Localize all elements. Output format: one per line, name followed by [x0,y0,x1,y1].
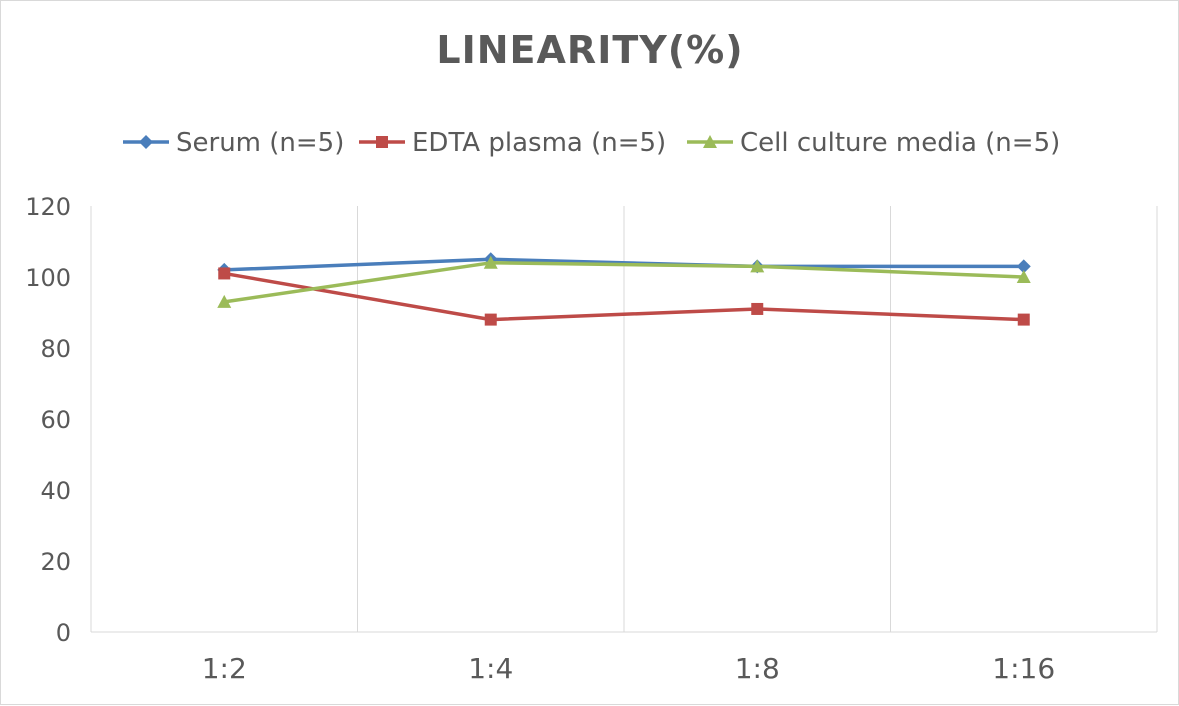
legend-marker [376,136,388,148]
y-tick-label: 80 [40,335,71,363]
y-tick-label: 120 [25,193,71,221]
gridlines [357,206,1158,632]
legend-marker [139,135,153,149]
data-point [484,313,497,326]
y-tick-label: 60 [40,406,71,434]
y-tick-label: 40 [40,477,71,505]
legend-marker [703,135,717,148]
data-point [1017,313,1030,326]
series-line [224,257,1024,272]
chart-title: LINEARITY(%) [436,28,743,72]
data-point [483,255,498,269]
y-tick-label: 20 [40,548,71,576]
x-tick-label: 1:4 [468,652,513,685]
series-line [223,261,1024,304]
data-point [751,302,764,315]
series-1 [218,267,1030,326]
x-tick-label: 1:16 [992,652,1055,685]
data-point [750,259,765,273]
legend-label: Cell culture media (n=5) [740,128,1060,158]
y-tick-label: 100 [25,264,71,292]
series-2 [217,255,1031,308]
legend-label: Serum (n=5) [176,128,344,158]
x-tick-label: 1:2 [202,652,247,685]
legend-label: EDTA plasma (n=5) [412,128,666,158]
data-point [217,294,232,308]
legend-item: Cell culture media (n=5) [687,128,1060,158]
legend-item: Serum (n=5) [123,128,344,158]
series-layer [217,252,1031,326]
legend-item: EDTA plasma (n=5) [359,128,666,158]
legend: Serum (n=5) EDTA plasma (n=5) Cell culture… [123,128,1060,158]
data-point [1016,259,1031,274]
data-point [218,267,231,280]
axes: 0 20 40 60 80 100 120 1:2 1:4 1:8 1:16 [25,193,1157,685]
y-tick-label: 0 [56,619,71,647]
data-point [1016,270,1031,283]
series-line [223,271,1024,322]
x-tick-label: 1:8 [735,652,780,685]
